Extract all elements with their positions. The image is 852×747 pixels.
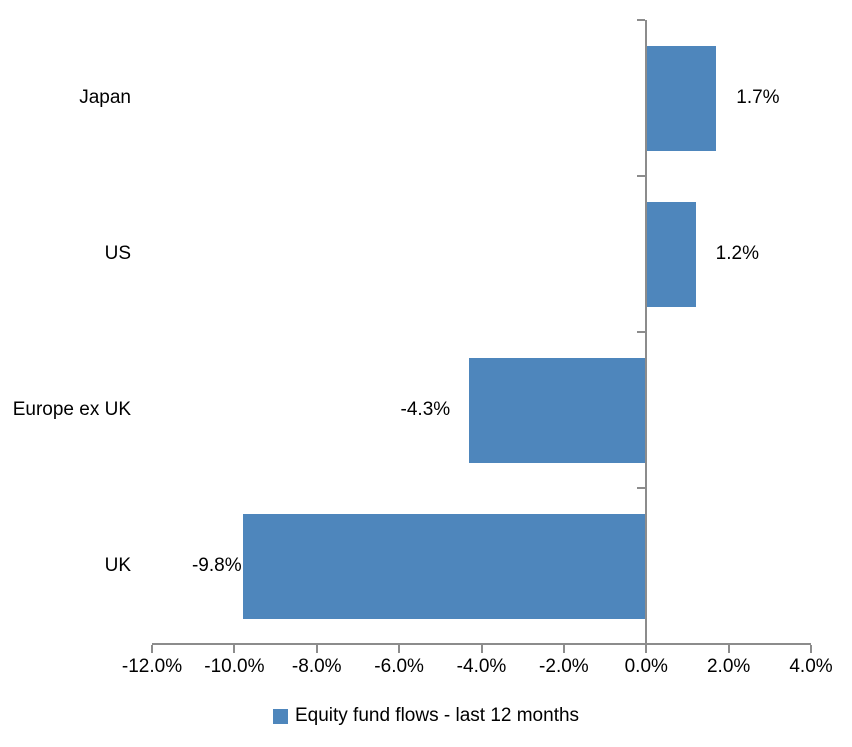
y-axis-tick [637,487,646,489]
x-axis-tick [810,645,812,653]
value-label-uk: -9.8% [191,555,242,576]
x-axis-tick [480,645,483,653]
x-axis-tick [315,645,318,653]
y-axis-tick [637,19,646,21]
category-label-us: US [104,243,131,264]
x-axis-tick [151,645,153,653]
x-axis-tick-label: -4.0% [456,656,507,677]
value-label-europe-ex-uk: -4.3% [400,399,451,420]
x-axis-tick-label: -10.0% [204,656,265,677]
bar-europe-ex-uk [469,357,647,463]
legend: Equity fund flows - last 12 months [0,705,852,727]
bar-uk [242,513,647,619]
y-axis-tick [637,331,646,333]
bar-japan [646,45,717,151]
bar-us [646,201,696,307]
category-label-uk: UK [104,555,131,576]
x-axis-tick-label: -12.0% [121,656,183,677]
y-axis-line [645,20,648,653]
x-axis-tick-label: 4.0% [789,656,833,677]
x-axis-tick [727,645,730,653]
category-label-europe-ex-uk: Europe ex UK [12,399,131,420]
x-axis-tick [233,645,236,653]
x-axis-tick-label: -6.0% [374,656,424,677]
x-axis-tick-label: 2.0% [706,656,751,677]
x-axis-tick-label: -2.0% [539,656,589,677]
value-label-us: 1.2% [715,243,759,264]
value-label-japan: 1.7% [736,87,780,108]
x-axis-line [152,643,811,645]
x-axis-tick [398,645,401,653]
x-axis-tick-label: 0.0% [624,656,668,677]
legend-marker-icon [272,708,288,724]
legend-label: Equity fund flows - last 12 months [294,705,580,726]
x-axis-tick-label: -8.0% [291,656,342,677]
x-axis-tick [562,645,565,653]
y-axis-tick [637,175,646,177]
category-label-japan: Japan [79,87,131,108]
